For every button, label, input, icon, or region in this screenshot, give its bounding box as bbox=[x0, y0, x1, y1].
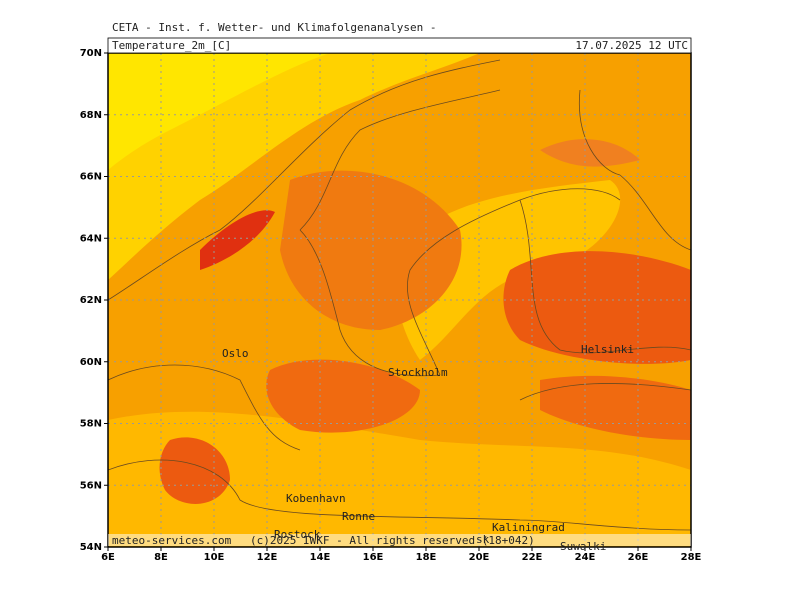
warm-south-sweden bbox=[266, 359, 420, 433]
place-label: sk bbox=[476, 533, 490, 546]
map-title: Temperature_2m_[C] bbox=[112, 39, 231, 52]
lon-label: 12E bbox=[257, 552, 278, 563]
field-coolest bbox=[108, 53, 330, 170]
place-label: Rostock bbox=[274, 528, 321, 541]
lat-label: 66N bbox=[80, 172, 102, 183]
place-label: Helsinki bbox=[581, 343, 634, 356]
lat-label: 68N bbox=[80, 110, 102, 121]
lat-label: 58N bbox=[80, 419, 102, 430]
lon-label: 16E bbox=[363, 552, 384, 563]
footer-bar bbox=[108, 534, 691, 546]
lat-label: 64N bbox=[80, 233, 102, 244]
lat-label: 60N bbox=[80, 357, 102, 368]
lon-label: 18E bbox=[416, 552, 437, 563]
warm-denmark bbox=[159, 437, 230, 504]
lat-label: 62N bbox=[80, 295, 102, 306]
lat-label: 54N bbox=[80, 542, 102, 553]
header: CETA - Inst. f. Wetter- und Klimafolgena… bbox=[112, 21, 437, 34]
grid bbox=[108, 53, 691, 547]
hot-norway-coast bbox=[200, 210, 275, 270]
map-date: 17.07.2025 12 UTC bbox=[575, 39, 688, 52]
place-label: Suwalki bbox=[560, 540, 606, 553]
north-finland bbox=[540, 139, 640, 167]
lat-label: 56N bbox=[80, 480, 102, 491]
place-label: Stockholm bbox=[388, 366, 448, 379]
footer-site: meteo-services.com bbox=[112, 534, 232, 547]
place-label: Ronne bbox=[342, 510, 375, 523]
footer-copyright: (c)2025 IWKF - All rights reserved (18+0… bbox=[250, 534, 535, 547]
lon-label: 24E bbox=[575, 552, 596, 563]
place-label: Kaliningrad bbox=[492, 521, 565, 534]
warm-sweden bbox=[280, 170, 462, 330]
lat-label: 70N bbox=[80, 48, 102, 59]
temperature-field bbox=[108, 53, 691, 547]
lon-label: 26E bbox=[628, 552, 649, 563]
baltic bbox=[108, 411, 691, 547]
place-label: Oslo bbox=[222, 347, 249, 360]
lon-label: 20E bbox=[469, 552, 490, 563]
lon-label: 10E bbox=[204, 552, 225, 563]
lon-label: 6E bbox=[101, 552, 115, 563]
title-bar bbox=[107, 37, 692, 54]
lon-label: 22E bbox=[522, 552, 543, 563]
lon-label: 8E bbox=[154, 552, 168, 563]
warm-finland bbox=[503, 251, 691, 364]
place-label: Kobenhavn bbox=[286, 492, 346, 505]
lon-label: 14E bbox=[310, 552, 331, 563]
lon-label: 28E bbox=[681, 552, 702, 563]
